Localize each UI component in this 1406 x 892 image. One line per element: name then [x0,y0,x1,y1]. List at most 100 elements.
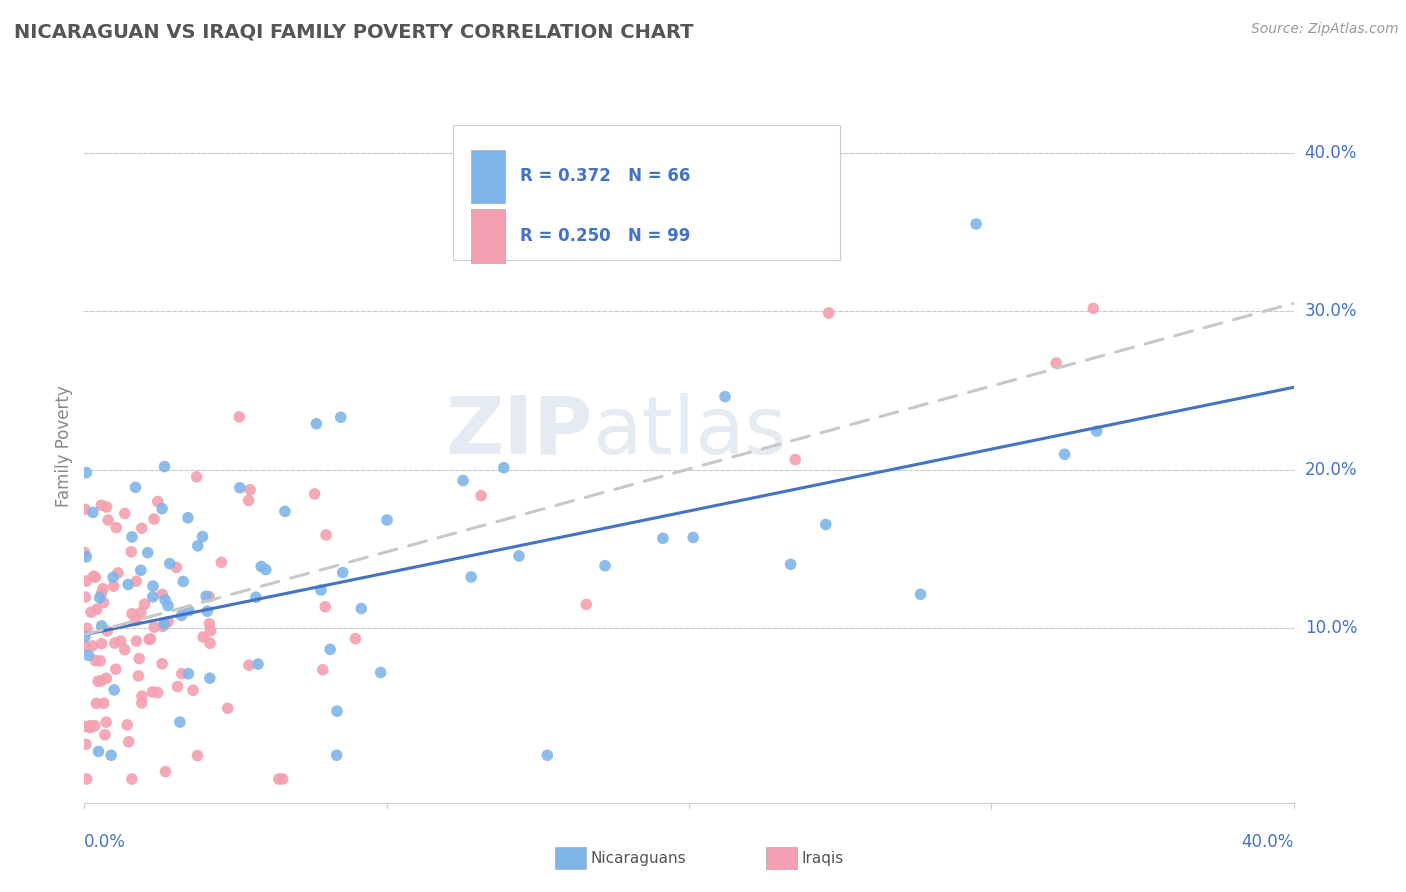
Point [191,630,214,644]
Point [75,574,97,588]
Point [96,624,118,638]
Point [229,481,252,495]
Point [117,577,139,591]
Point [104,636,127,650]
Point [153,593,176,607]
Point [104,662,127,676]
Point [114,507,136,521]
Point [186,748,208,763]
Point [460,570,482,584]
Point [492,460,515,475]
Text: 10.0%: 10.0% [1305,619,1357,638]
Point [166,680,188,694]
Point [186,470,208,484]
Point [121,607,143,621]
Point [238,493,260,508]
Point [96,500,118,514]
Point [170,666,193,681]
FancyBboxPatch shape [471,210,505,263]
Point [329,410,352,425]
Text: R = 0.372   N = 66: R = 0.372 N = 66 [520,168,690,186]
Point [245,591,267,605]
Point [575,598,598,612]
Point [136,546,159,560]
Point [370,665,392,680]
Point [209,555,232,569]
Point [238,658,260,673]
Point [94,728,117,742]
Text: R = 0.250   N = 99: R = 0.250 N = 99 [520,227,690,245]
Point [508,549,530,563]
Point [131,689,153,703]
Point [152,619,174,633]
Point [93,595,115,609]
Point [128,651,150,665]
Point [89,654,111,668]
Point [1085,424,1108,438]
Point [127,669,149,683]
Point [79,721,101,735]
Text: 30.0%: 30.0% [1305,302,1357,320]
Text: NICARAGUAN VS IRAQI FAMILY POVERTY CORRELATION CHART: NICARAGUAN VS IRAQI FAMILY POVERTY CORRE… [14,22,693,41]
Point [451,474,474,488]
Point [90,499,112,513]
Point [118,735,141,749]
Point [76,772,98,786]
Point [177,510,200,524]
Point [91,582,114,596]
Point [153,616,176,631]
Point [80,605,103,619]
Point [121,772,143,786]
Point [75,549,97,564]
Point [785,452,807,467]
FancyBboxPatch shape [453,125,841,260]
Point [195,604,218,618]
Point [305,417,328,431]
Point [82,505,104,519]
Point [165,560,187,574]
Point [75,466,97,480]
Point [267,772,290,786]
Point [125,574,148,589]
Point [344,632,367,646]
Point [90,673,112,688]
Text: atlas: atlas [592,392,786,471]
Point [250,559,273,574]
Point [121,530,143,544]
Text: ZIP: ZIP [444,392,592,471]
Y-axis label: Family Poverty: Family Poverty [55,385,73,507]
Point [172,574,194,589]
Point [100,748,122,763]
Point [90,637,112,651]
Point [82,639,104,653]
Text: 40.0%: 40.0% [1241,833,1294,851]
Point [86,602,108,616]
Point [274,504,297,518]
Point [73,545,96,559]
Point [129,563,152,577]
Point [814,517,837,532]
Point [254,563,277,577]
Text: 20.0%: 20.0% [1305,461,1357,479]
Text: Nicaraguans: Nicaraguans [591,851,686,865]
Point [101,570,124,584]
Point [350,601,373,615]
Point [159,557,181,571]
Point [779,558,801,572]
Point [714,390,737,404]
Point [110,634,132,648]
Point [153,459,176,474]
Point [124,480,146,494]
Point [142,590,165,604]
Point [198,616,221,631]
Point [129,606,152,620]
Point [73,719,96,733]
Point [87,744,110,758]
Point [319,642,342,657]
Point [195,589,218,603]
Point [77,648,100,663]
Point [138,632,160,647]
Point [103,682,125,697]
Point [141,685,163,699]
Point [181,683,204,698]
